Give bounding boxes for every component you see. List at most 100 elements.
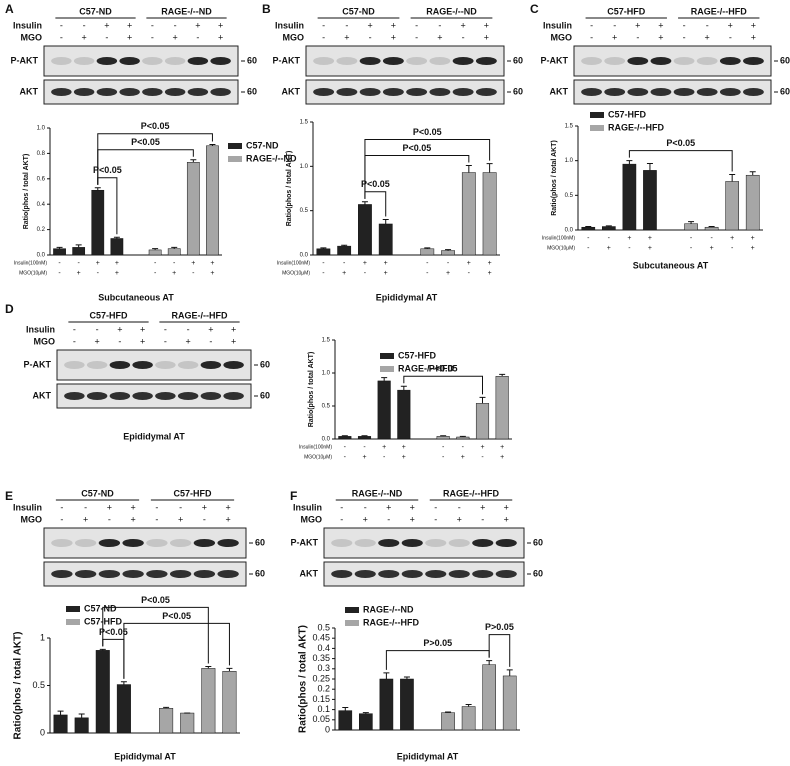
bar bbox=[502, 675, 517, 731]
bar bbox=[581, 226, 596, 231]
sign: + bbox=[635, 20, 640, 30]
legend-swatch bbox=[345, 620, 359, 626]
sign: - bbox=[387, 514, 390, 524]
y-axis-label: Ratio(phos / total AKT) bbox=[298, 625, 309, 733]
panel-letter: D bbox=[5, 302, 14, 316]
condition-sign: + bbox=[210, 270, 214, 277]
sign: + bbox=[484, 20, 489, 30]
sign: + bbox=[367, 20, 372, 30]
bar bbox=[53, 714, 68, 734]
y-tick-label: 1.5 bbox=[322, 338, 331, 344]
sign: + bbox=[484, 32, 489, 42]
condition-sign: - bbox=[192, 270, 195, 277]
sign: - bbox=[415, 32, 418, 42]
condition-sign: + bbox=[402, 454, 406, 461]
band bbox=[359, 57, 381, 65]
band bbox=[382, 88, 404, 96]
bar bbox=[436, 436, 450, 440]
blot-membrane bbox=[573, 45, 772, 77]
legend-swatch bbox=[228, 143, 242, 149]
condition-sign: - bbox=[462, 444, 465, 451]
band-label: AKT bbox=[282, 86, 301, 96]
sign: - bbox=[636, 32, 639, 42]
band bbox=[382, 57, 404, 65]
sign: - bbox=[187, 324, 190, 334]
significance-label: P<0.05 bbox=[402, 143, 431, 153]
sign: + bbox=[231, 336, 236, 346]
condition-sign: + bbox=[402, 444, 406, 451]
band bbox=[64, 361, 85, 369]
band bbox=[164, 88, 186, 96]
y-tick-label: 0.4 bbox=[317, 643, 330, 653]
error-bar bbox=[341, 244, 348, 247]
band bbox=[627, 88, 649, 96]
bar bbox=[359, 713, 373, 731]
condition-sign: + bbox=[363, 260, 367, 267]
bar bbox=[338, 710, 353, 731]
condition-sign: + bbox=[648, 245, 652, 252]
row-label: Insulin bbox=[293, 502, 322, 512]
legend-label: C57-HFD bbox=[608, 109, 647, 119]
legend-swatch bbox=[66, 606, 80, 612]
band bbox=[743, 88, 764, 96]
band bbox=[223, 361, 244, 369]
condition-sign: + bbox=[96, 260, 100, 267]
sign: + bbox=[612, 32, 617, 42]
sign: - bbox=[164, 336, 167, 346]
marker-label: 60 bbox=[247, 55, 257, 65]
bar bbox=[53, 248, 66, 256]
sign: + bbox=[363, 514, 368, 524]
sign: + bbox=[185, 336, 190, 346]
bar bbox=[110, 238, 124, 256]
sign: + bbox=[391, 20, 396, 30]
bar bbox=[475, 403, 490, 440]
legend-label: C57-HFD bbox=[84, 616, 123, 626]
sign: - bbox=[434, 514, 437, 524]
condition-sign: - bbox=[344, 444, 347, 451]
sign: + bbox=[178, 514, 183, 524]
condition-sign: + bbox=[648, 235, 652, 242]
blot-membrane bbox=[323, 561, 525, 587]
marker-label: 60 bbox=[255, 537, 265, 547]
bar bbox=[482, 664, 496, 731]
blot-membrane bbox=[56, 383, 252, 409]
blot-membrane bbox=[56, 349, 252, 381]
condition-label: Insulin(100nM) bbox=[542, 235, 575, 241]
sign: + bbox=[504, 502, 509, 512]
band bbox=[696, 88, 718, 96]
band bbox=[429, 88, 451, 96]
condition-sign: + bbox=[446, 270, 450, 277]
error-bar bbox=[486, 660, 493, 665]
band bbox=[73, 57, 95, 65]
condition-sign: + bbox=[172, 270, 176, 277]
bar bbox=[420, 248, 435, 256]
sign: - bbox=[209, 336, 212, 346]
panel-letter: E bbox=[5, 489, 13, 503]
band bbox=[164, 57, 186, 65]
condition-sign: - bbox=[383, 454, 386, 461]
band bbox=[354, 570, 376, 578]
bar bbox=[622, 163, 637, 231]
band bbox=[193, 570, 216, 578]
group-label: C57-HFD bbox=[173, 488, 212, 498]
error-bar bbox=[465, 164, 472, 173]
legend-label: C57-HFD bbox=[398, 350, 437, 360]
condition-sign: - bbox=[447, 260, 450, 267]
sign: + bbox=[225, 514, 230, 524]
sign: - bbox=[155, 502, 158, 512]
condition-sign: - bbox=[58, 260, 61, 267]
sign: - bbox=[683, 20, 686, 30]
sign: - bbox=[105, 32, 108, 42]
condition-sign: - bbox=[344, 454, 347, 461]
band bbox=[223, 392, 244, 400]
sign: - bbox=[155, 514, 158, 524]
x-axis-label: Epididymal AT bbox=[397, 751, 459, 761]
sign: + bbox=[94, 336, 99, 346]
significance-bracket bbox=[628, 150, 733, 172]
marker-label: 60 bbox=[533, 568, 543, 578]
y-tick-label: 0.45 bbox=[312, 633, 330, 643]
band bbox=[495, 539, 517, 547]
bar bbox=[461, 172, 476, 256]
error-bar bbox=[646, 162, 653, 171]
error-bar bbox=[465, 704, 472, 707]
